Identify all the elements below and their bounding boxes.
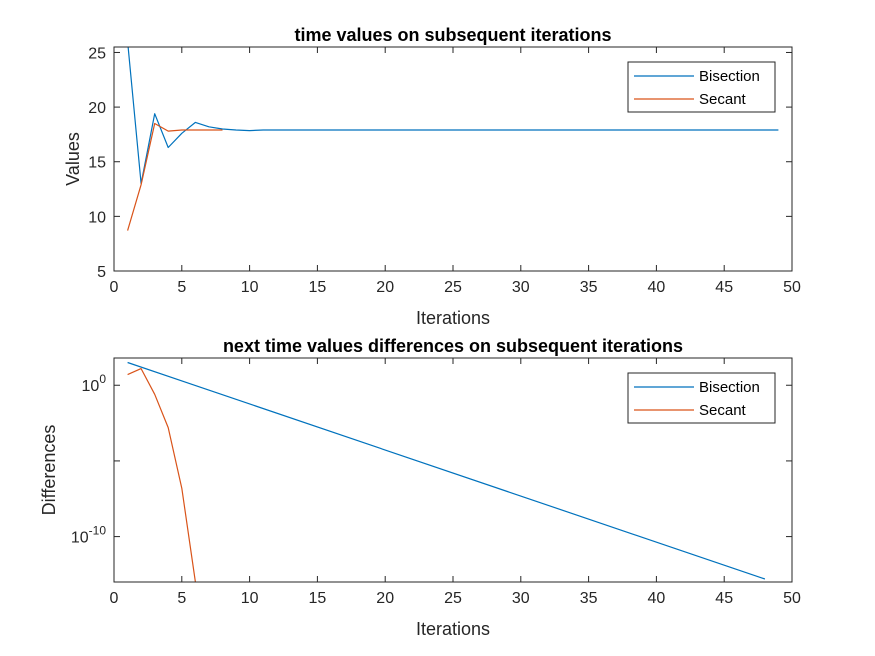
y-tick-label: 15 — [88, 155, 106, 172]
y-tick-label: 20 — [88, 100, 106, 117]
x-tick-label: 30 — [512, 590, 530, 607]
series-line-bisection — [127, 47, 779, 185]
x-tick-label: 40 — [648, 590, 666, 607]
x-tick-label: 50 — [783, 590, 801, 607]
x-tick-label: 0 — [110, 590, 119, 607]
y-tick-exponent: 0 — [99, 372, 106, 386]
x-tick-label: 5 — [177, 590, 186, 607]
chart-title: next time values differences on subseque… — [223, 336, 683, 356]
y-tick-label: 100 — [82, 372, 107, 395]
x-tick-label: 0 — [110, 279, 119, 296]
x-tick-label: 20 — [376, 279, 394, 296]
x-tick-label: 25 — [444, 279, 462, 296]
x-tick-label: 35 — [580, 279, 598, 296]
legend-box — [627, 61, 776, 113]
x-tick-label: 10 — [241, 279, 259, 296]
x-tick-label: 25 — [444, 590, 462, 607]
series-line-secant — [127, 368, 197, 582]
x-tick-label: 30 — [512, 279, 530, 296]
x-axis-label: Iterations — [416, 308, 490, 328]
legend-entry-label: Bisection — [699, 379, 760, 396]
x-tick-label: 35 — [580, 590, 598, 607]
legend-box — [627, 372, 776, 424]
y-axis-label: Values — [63, 132, 83, 186]
differences-chart: next time values differences on subseque… — [39, 336, 801, 639]
x-tick-label: 40 — [648, 279, 666, 296]
x-tick-label: 45 — [715, 590, 733, 607]
x-tick-label: 15 — [309, 590, 327, 607]
y-tick-base: 10 — [71, 530, 89, 547]
y-axis-label: Differences — [39, 425, 59, 516]
y-tick-base: 10 — [82, 378, 100, 395]
x-tick-label: 5 — [177, 279, 186, 296]
y-tick-label: 25 — [88, 45, 106, 62]
legend-entry-label: Secant — [699, 91, 747, 108]
legend-entry-label: Bisection — [699, 68, 760, 85]
y-tick-label: 5 — [97, 264, 106, 281]
x-tick-label: 20 — [376, 590, 394, 607]
legend: Bisection Secant — [627, 372, 776, 424]
series-line-bisection — [127, 361, 766, 580]
chart-title: time values on subsequent iterations — [294, 25, 611, 45]
x-tick-label: 15 — [309, 279, 327, 296]
x-axis-label: Iterations — [416, 619, 490, 639]
y-tick-label: 10 — [88, 209, 106, 226]
x-tick-label: 10 — [241, 590, 259, 607]
series-line-secant — [127, 122, 223, 231]
x-tick-label: 50 — [783, 279, 801, 296]
y-tick-label: 10-10 — [71, 524, 106, 547]
x-tick-label: 45 — [715, 279, 733, 296]
legend: Bisection Secant — [627, 61, 776, 113]
y-tick-exponent: -10 — [89, 524, 107, 538]
legend-entry-label: Secant — [699, 402, 747, 419]
